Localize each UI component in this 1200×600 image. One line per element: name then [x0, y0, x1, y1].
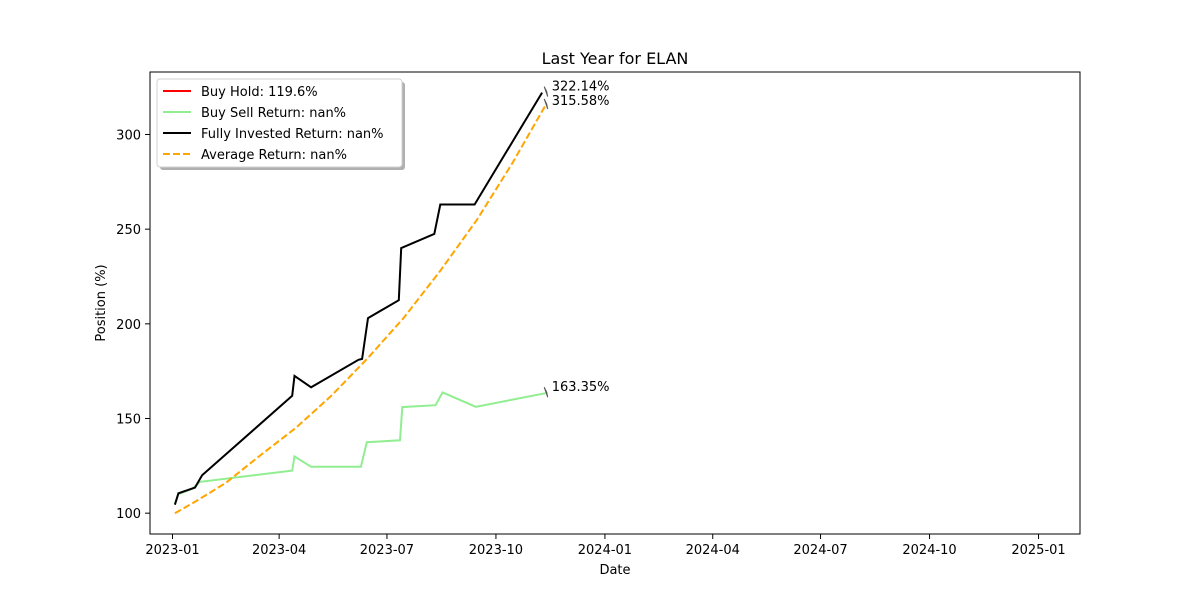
chart-title: Last Year for ELAN: [542, 49, 689, 68]
legend-label: Buy Hold: 119.6%: [201, 85, 318, 100]
x-tick-label: 2024-07: [793, 543, 847, 558]
y-tick-label: 250: [116, 223, 141, 238]
x-tick-label: 2023-10: [469, 543, 523, 558]
x-axis: 2023-01 2023-04 2023-07 2023-10 2024-01 2024-…: [145, 534, 1066, 558]
series-layer: [173, 92, 547, 515]
annotation-marker: [543, 86, 549, 97]
legend: Buy Hold: 119.6% Buy Sell Return: nan% Ful…: [156, 78, 405, 170]
annotation-label: 315.58%: [552, 94, 610, 109]
annotation-layer: 322.14%315.58% 163.35%: [543, 80, 610, 398]
y-tick-label: 100: [116, 507, 141, 522]
legend-box: [156, 78, 403, 168]
x-axis-title: Date: [599, 563, 630, 578]
y-tick-label: 150: [116, 413, 141, 428]
y-tick-label: 200: [116, 318, 141, 333]
legend-label: Buy Sell Return: nan%: [201, 106, 346, 121]
x-tick-label: 2024-01: [578, 543, 632, 558]
annotation-label: 163.35%: [552, 380, 610, 395]
legend-label: Fully Invested Return: nan%: [201, 127, 384, 142]
x-tick-label: 2023-01: [145, 543, 199, 558]
x-tick-label: 2025-01: [1011, 543, 1065, 558]
series-line-3: [174, 104, 547, 515]
y-axis-title: Position (%): [94, 264, 109, 341]
annotation-label: 322.14%: [552, 80, 610, 95]
series-line-2: [173, 92, 543, 505]
annotation-marker: [543, 386, 549, 398]
x-tick-label: 2023-07: [360, 543, 414, 558]
y-axis: 100 150 200 250 300: [116, 128, 150, 522]
y-tick-label: 300: [116, 128, 141, 143]
annotation-marker: [543, 98, 549, 110]
x-tick-label: 2023-04: [252, 543, 306, 558]
x-tick-label: 2024-04: [686, 543, 740, 558]
x-tick-label: 2024-10: [902, 543, 956, 558]
legend-label: Average Return: nan%: [201, 148, 347, 163]
plot-frame: [149, 71, 1081, 535]
